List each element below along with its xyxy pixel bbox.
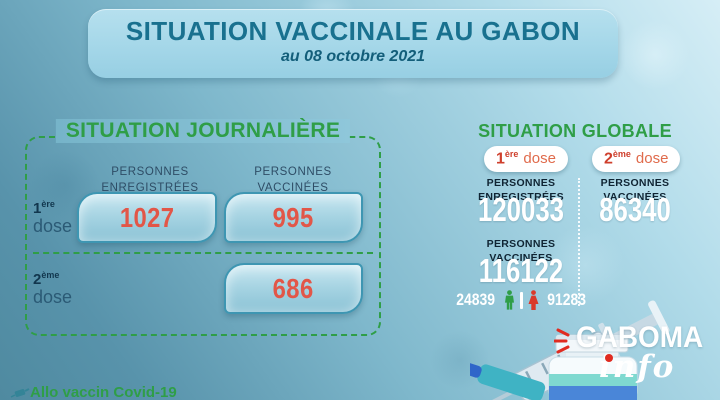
dose1-number: 1ère xyxy=(33,199,55,217)
daily-dose1-vaccinated-value: 995 xyxy=(273,201,314,233)
hotline-text: Allo vaccin Covid-19 xyxy=(30,384,177,400)
global-column-divider xyxy=(578,178,580,306)
dose2-word: dose xyxy=(33,286,73,307)
logo-brand-text: GABOMA xyxy=(576,321,704,354)
female-count: 91283 xyxy=(546,290,586,309)
global-dose1-badge-word: dose xyxy=(523,150,556,168)
dose2-number: 2ème xyxy=(33,270,60,288)
logo-accent-marks xyxy=(554,328,570,354)
gender-split-row: 24839 91283 xyxy=(451,288,591,312)
dose2-row-label: 2ème dose xyxy=(33,270,73,307)
daily-dose2-vaccinated-value: 686 xyxy=(273,272,314,304)
male-count: 24839 xyxy=(456,290,496,309)
global-dose1-badge: 1ère dose xyxy=(484,146,568,173)
header-banner: SITUATION VACCINALE AU GABON au 08 octob… xyxy=(88,9,618,78)
global-dose2-badge-word: dose xyxy=(635,150,669,168)
daily-section-title: SITUATION JOURNALIÈRE xyxy=(55,119,351,143)
female-icon xyxy=(527,290,540,310)
virus-decoration xyxy=(620,20,690,90)
daily-dose1-vaccinated-box: 995 xyxy=(224,192,363,243)
report-date: au 08 octobre 2021 xyxy=(280,48,426,66)
global-registered-value: 120033 xyxy=(478,191,564,228)
global-section-title: SITUATION GLOBALE xyxy=(478,121,672,141)
daily-dose1-registered-box: 1027 xyxy=(77,192,217,243)
global-dose1-vaccinated-label: PERSONNES VACCINÉES xyxy=(486,238,556,265)
daily-dose2-vaccinated-box: 686 xyxy=(224,263,363,314)
syringe-icon xyxy=(10,388,30,398)
global-dose2-badge: 2ème dose xyxy=(592,146,681,173)
daily-registered-header: PERSONNES ENREGISTRÉES xyxy=(101,166,199,194)
logo-i-dot xyxy=(605,354,613,362)
global-dose2-vaccinated-label: PERSONNES VACCINÉES xyxy=(600,177,670,204)
global-dose1-badge-number: 1ère xyxy=(496,149,519,168)
gender-divider xyxy=(519,291,523,309)
page-title: SITUATION VACCINALE AU GABON xyxy=(125,16,581,46)
daily-vaccinated-header: PERSONNES VACCINÉES xyxy=(254,166,332,194)
dose1-word: dose xyxy=(33,215,73,236)
global-dose1-vaccinated-value: 116122 xyxy=(478,252,564,289)
global-dose2-badge-number: 2ème xyxy=(604,149,631,168)
male-icon xyxy=(503,290,516,310)
daily-row-divider xyxy=(33,252,373,254)
global-dose2-vaccinated-value: 86340 xyxy=(599,191,671,228)
dose1-row-label: 1ère dose xyxy=(33,199,73,236)
virus-decoration xyxy=(430,330,490,390)
global-registered-label: PERSONNES ENREGISTRÉES xyxy=(478,177,564,204)
daily-dose1-registered-value: 1027 xyxy=(119,201,175,233)
